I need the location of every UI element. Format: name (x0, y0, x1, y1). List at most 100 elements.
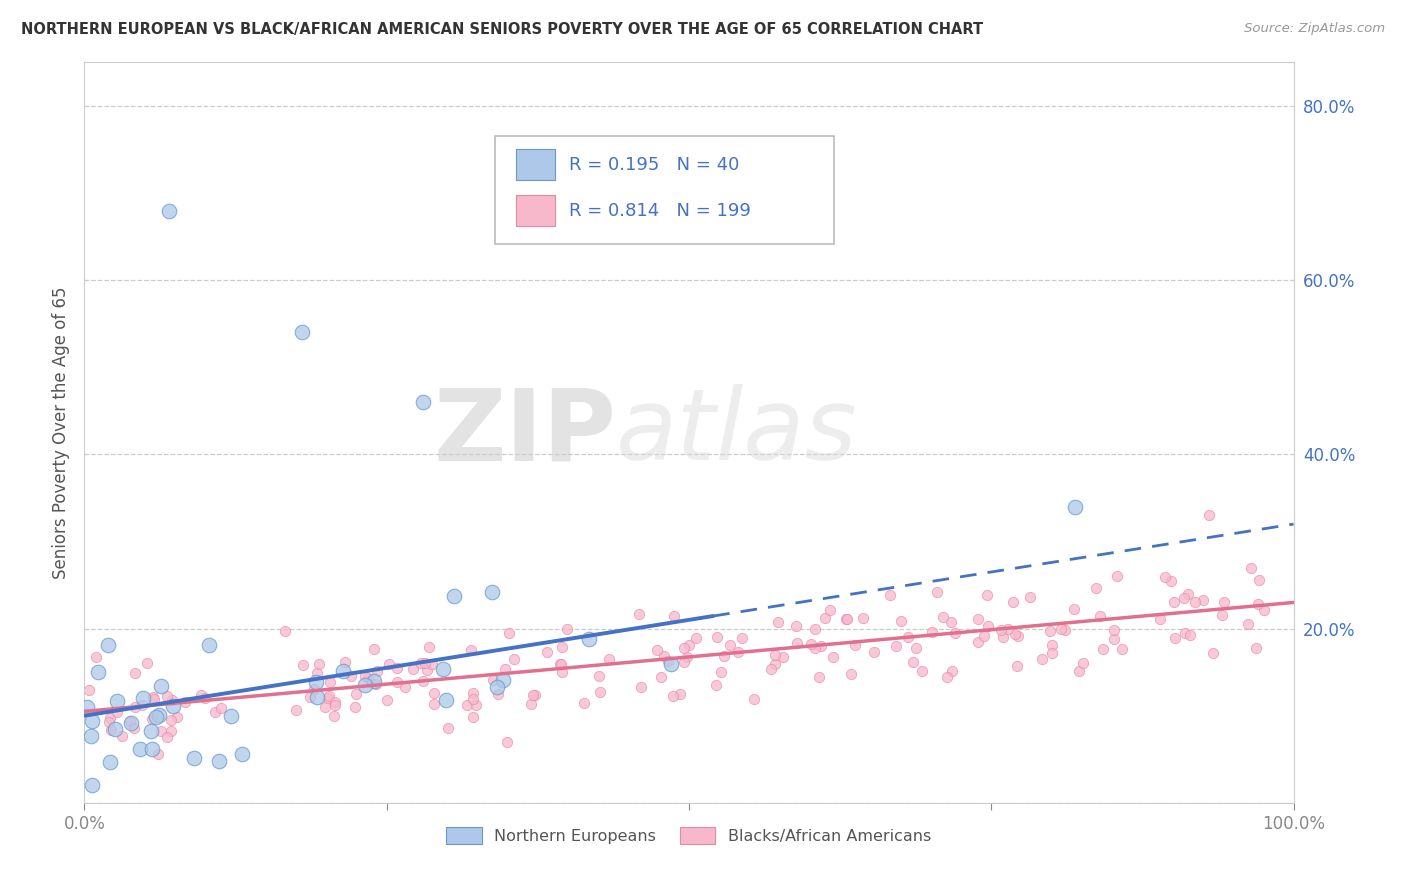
Point (231, 747, 253, 761)
Point (162, 699, 184, 714)
Point (434, 693, 457, 707)
Point (1085, 581, 1108, 595)
Point (659, 657, 682, 671)
Point (1007, 658, 1029, 673)
Point (204, 706, 226, 720)
Point (713, 648, 735, 663)
Point (1154, 570, 1177, 584)
Point (555, 622, 578, 636)
Text: ZIP: ZIP (433, 384, 616, 481)
Point (905, 641, 928, 656)
Point (630, 680, 652, 694)
Point (973, 630, 995, 644)
Point (443, 589, 465, 603)
Point (673, 641, 696, 656)
Point (105, 694, 128, 708)
Point (1253, 603, 1275, 617)
Y-axis label: Seniors Poverty Over the Age of 65: Seniors Poverty Over the Age of 65 (52, 286, 70, 579)
Point (772, 650, 794, 665)
Point (305, 665, 328, 680)
Point (97, 639, 120, 653)
Point (461, 692, 484, 706)
Point (343, 700, 366, 714)
Point (485, 680, 508, 694)
Point (98, 714, 121, 729)
Point (672, 656, 695, 670)
Point (423, 685, 446, 699)
Point (1246, 641, 1268, 656)
Point (911, 664, 934, 678)
Point (710, 665, 733, 679)
Point (897, 630, 920, 644)
Point (678, 639, 700, 653)
Point (1063, 500, 1085, 514)
Point (588, 669, 610, 683)
Point (486, 687, 509, 701)
Point (652, 648, 675, 663)
Point (720, 638, 742, 652)
Point (1236, 617, 1258, 632)
Point (498, 625, 520, 640)
Point (363, 673, 385, 688)
Point (432, 662, 454, 676)
Point (124, 666, 146, 681)
Point (939, 615, 962, 629)
Point (598, 652, 620, 666)
Point (124, 699, 146, 714)
Point (332, 664, 354, 678)
Point (1063, 602, 1085, 616)
Point (1104, 624, 1126, 638)
Point (299, 690, 322, 705)
Point (664, 608, 686, 623)
Point (814, 611, 837, 625)
Point (314, 699, 336, 714)
Point (319, 675, 342, 690)
Point (810, 640, 832, 654)
Point (98, 755, 121, 769)
Point (141, 724, 163, 739)
Point (166, 710, 188, 724)
Point (274, 624, 297, 638)
Point (731, 631, 754, 645)
Point (1178, 628, 1201, 642)
Point (143, 691, 166, 706)
Point (385, 675, 408, 690)
Point (465, 698, 488, 712)
Point (808, 670, 831, 684)
Point (194, 690, 217, 705)
Point (1213, 595, 1236, 609)
Point (661, 690, 683, 704)
Point (1163, 594, 1185, 608)
Point (1177, 587, 1199, 601)
Point (967, 612, 990, 626)
Point (921, 625, 943, 640)
Point (146, 747, 169, 762)
Point (323, 695, 346, 709)
Point (461, 686, 484, 700)
Point (976, 588, 998, 602)
Point (1071, 657, 1094, 671)
Point (977, 619, 1000, 633)
Point (676, 650, 699, 665)
Point (628, 607, 651, 622)
Point (685, 631, 707, 645)
Point (363, 641, 385, 656)
Point (412, 674, 434, 689)
Point (927, 585, 949, 599)
Point (766, 615, 789, 629)
Point (884, 639, 907, 653)
Point (1249, 573, 1271, 587)
Point (1004, 627, 1026, 641)
FancyBboxPatch shape (516, 149, 555, 180)
Point (524, 688, 547, 702)
Point (1040, 639, 1063, 653)
Point (209, 701, 232, 715)
Point (1111, 642, 1133, 657)
Point (80, 729, 103, 743)
Point (645, 642, 668, 657)
Point (460, 643, 482, 657)
Point (423, 697, 446, 711)
Point (323, 698, 346, 713)
Point (76, 699, 98, 714)
Point (145, 710, 167, 724)
